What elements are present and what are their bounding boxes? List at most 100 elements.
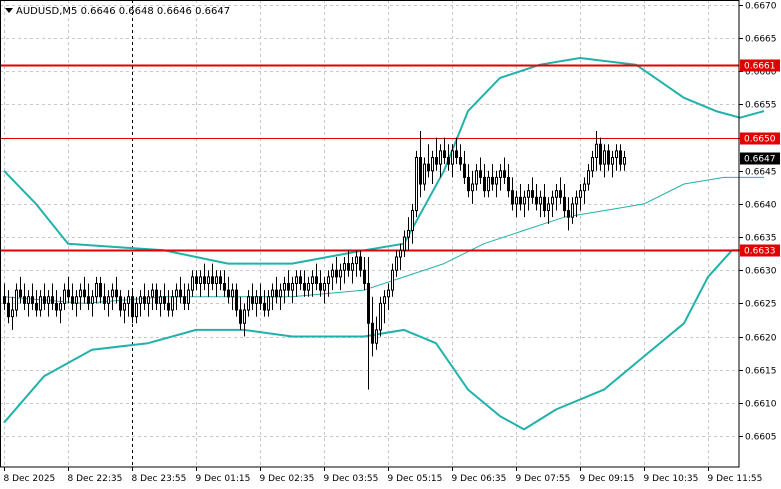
candle-body [507,176,510,192]
candle-body [315,276,318,284]
candle-body [99,282,102,298]
candle [615,144,618,171]
level-badge [740,132,780,145]
candle [203,263,206,291]
candle [79,283,82,311]
candle-body [563,196,566,212]
candle-body [239,309,242,324]
candle-body [223,282,226,291]
candle [543,184,546,218]
candle-body [363,269,366,284]
x-tick-label: 9 Dec 02:35 [260,474,315,484]
candle-body [499,170,502,178]
candle-body [183,296,186,304]
horizontal-levels [0,64,739,252]
candle-body [443,150,446,159]
candle [511,177,514,211]
candle [275,276,278,304]
candle-body [611,157,614,165]
candle [291,276,294,304]
candle-body [299,276,302,284]
candle [383,290,386,324]
candle [519,184,522,211]
candle-body [215,276,218,284]
candle-body [359,256,362,271]
candle [255,290,258,317]
candle-body [503,170,506,178]
y-tick-label: 0.6665 [745,35,777,45]
candle [87,283,90,311]
candle [307,276,310,297]
candle [571,197,574,224]
candle [567,197,570,231]
candle-body [555,190,558,198]
candle-body [175,289,178,298]
symbol-ohlc-text: AUDUSD,M5 0.6646 0.6648 0.6646 0.6647 [16,6,230,17]
candle [131,290,134,324]
candle-body [83,289,86,298]
candle-body [543,196,546,212]
candle [147,290,150,317]
candle [599,137,602,171]
candlesticks [3,130,626,390]
candle-body [35,302,38,311]
candle [271,283,274,311]
candle-body [531,190,534,198]
candle [555,184,558,211]
candle [363,256,366,291]
candle [427,144,430,178]
level-badge-label: 0.6633 [744,247,776,257]
candle-body [311,276,314,284]
y-tick-label: 0.6640 [745,201,777,211]
candle-body [355,256,358,265]
candle [11,296,14,330]
candle-body [43,296,46,304]
candle [451,144,454,178]
candle [479,157,482,185]
candle-body [163,296,166,304]
candle-body [195,276,198,284]
level-badge-label: 0.6661 [744,62,776,72]
candle-body [567,210,570,218]
candle [207,270,210,297]
candle [243,303,246,337]
candle-body [599,143,602,165]
candle [375,316,378,350]
candle-body [519,196,522,205]
candle [387,283,390,311]
candle [415,150,418,218]
candle [35,290,38,317]
candle-body [351,263,354,271]
candle-body [535,196,538,205]
candle-body [11,309,14,318]
candle-body [279,289,282,298]
triangle-down-icon[interactable] [5,8,13,13]
candle [579,184,582,211]
candle-body [259,296,262,304]
candle [351,256,354,284]
candle-body [155,289,158,304]
candle-body [343,263,346,271]
candle [443,137,446,165]
candle-body [319,282,322,291]
candle-body [619,150,622,165]
y-tick-label: 0.6655 [745,101,777,111]
candle-body [295,276,298,284]
candle [323,276,326,304]
candle-body [483,176,486,192]
candle [407,217,410,251]
candle-body [107,296,110,304]
candle-body [219,276,222,284]
candle [395,250,398,277]
candle-body [539,196,542,205]
candle [535,184,538,211]
candle-body [395,256,398,271]
candle [447,144,450,171]
x-tick-label: 9 Dec 07:55 [516,474,571,484]
candle-body [379,302,382,331]
candle [459,144,462,171]
candle [371,296,374,357]
plot-frame [0,0,740,468]
